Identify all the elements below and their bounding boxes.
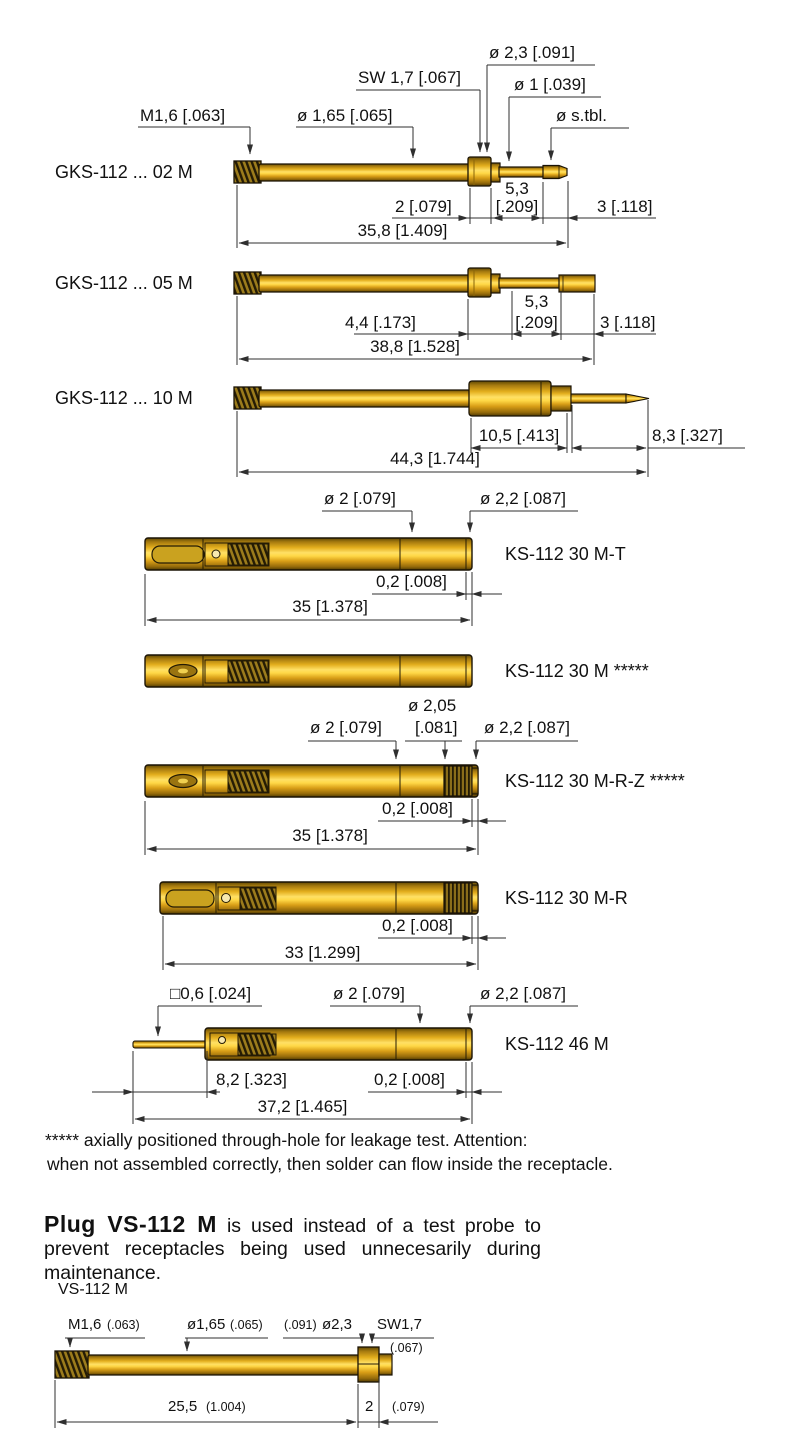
- dim-mid-mm: 5,3: [505, 179, 529, 198]
- probe-name: GKS-112 ... 10 M: [55, 388, 193, 408]
- callout-shaft-in: (.065): [230, 1318, 263, 1332]
- callout-end-dia: ø 2,2 [.087]: [480, 984, 566, 1003]
- receptacle-drawing-ks-112-30mrz: [144, 740, 578, 855]
- dim-barrel-length: 10,5 [.413]: [478, 426, 560, 445]
- dim-end-length: 0,2 [.008]: [374, 1070, 445, 1089]
- callout-hex-mm: SW1,7: [377, 1316, 423, 1333]
- dim-overall-in: (1.004): [206, 1400, 246, 1414]
- callout-pin-square: □0,6 [.024]: [170, 984, 252, 1003]
- callout-tube-dia: ø 2 [.079]: [324, 489, 396, 508]
- callout-tube-dia: ø 2 [.079]: [310, 718, 382, 737]
- callout-knurl-dia-mm: ø 2,05: [408, 696, 457, 715]
- dim-overall-mm: 25,5: [168, 1398, 198, 1415]
- receptacle-drawing-ks-112-30mr: [159, 881, 506, 970]
- dim-front-length: 4,4 [.173]: [345, 313, 416, 332]
- dim-hex-in: (.079): [392, 1400, 425, 1414]
- callout-end-dia: ø 2,2 [.087]: [484, 718, 570, 737]
- callout-plunger-dia: ø 1 [.039]: [514, 75, 586, 94]
- dim-overall-length: 33 [1.299]: [284, 943, 361, 962]
- dim-tip-length: 3 [.118]: [597, 197, 653, 216]
- probe-name: KS-112 30 M-R-Z *****: [505, 771, 685, 791]
- footnote-line-1: ***** axially positioned through-hole fo…: [45, 1130, 528, 1150]
- dim-tip-length: 3 [.118]: [600, 313, 656, 332]
- probe-drawing-gks-112-02m: [138, 64, 656, 248]
- dim-end-length: 0,2 [.008]: [382, 799, 453, 818]
- probe-drawing-gks-112-10m: [233, 380, 745, 477]
- probe-name: KS-112 30 M-R: [505, 888, 628, 908]
- probe-name: KS-112 30 M *****: [505, 661, 649, 681]
- dim-pin-length: 8,2 [.323]: [216, 1070, 287, 1089]
- callout-hex: SW 1,7 [.067]: [358, 68, 461, 87]
- receptacle-drawing-ks-112-46m: [92, 1005, 578, 1124]
- dim-overall-length: 35,8 [1.409]: [357, 221, 448, 240]
- callout-shaft-dia: ø 1,65 [.065]: [297, 106, 393, 125]
- dim-end-length: 0,2 [.008]: [376, 572, 447, 591]
- plug-label: VS-112 M: [58, 1281, 128, 1298]
- dim-overall-length: 38,8 [1.528]: [370, 337, 460, 356]
- dim-overall-length: 37,2 [1.465]: [257, 1097, 348, 1116]
- callout-tip-dia: ø s.tbl.: [556, 106, 608, 125]
- probe-name: KS-112 30 M-T: [505, 544, 626, 564]
- dim-hex-length: 2 [.079]: [395, 197, 452, 216]
- plug-note-title: Plug VS-112 M: [44, 1210, 217, 1237]
- dim-tip-length: 8,3 [.327]: [652, 426, 723, 445]
- probe-drawing-gks-112-05m: [233, 267, 656, 365]
- callout-hex-in: (.067): [390, 1341, 423, 1355]
- callout-thread: M1,6 [.063]: [140, 106, 226, 125]
- dim-end-length: 0,2 [.008]: [382, 916, 453, 935]
- dim-overall-length: 35 [1.378]: [292, 826, 368, 845]
- plug-note-paragraph: Plug VS-112 M is used instead of a test …: [44, 1210, 541, 1286]
- dim-mid-in: [.209]: [515, 313, 558, 332]
- receptacle-drawing-ks-112-30mt: [144, 510, 578, 626]
- callout-collar-in: (.091): [284, 1318, 317, 1332]
- plug-drawing-vs-112m: [54, 1333, 438, 1428]
- callout-collar-dia: ø 2,3 [.091]: [489, 43, 575, 62]
- callout-thread-mm: M1,6: [68, 1316, 102, 1333]
- dim-overall-length: 44,3 [1.744]: [390, 449, 480, 468]
- footnote-line-2: when not assembled correctly, then solde…: [47, 1154, 613, 1174]
- probe-name: KS-112 46 M: [505, 1034, 609, 1054]
- callout-knurl-dia-in: [.081]: [415, 718, 458, 737]
- dim-mid-mm: 5,3: [524, 292, 549, 311]
- dim-overall-length: 35 [1.378]: [292, 597, 368, 616]
- callout-thread-in: (.063): [107, 1318, 140, 1332]
- probe-name: GKS-112 ... 02 M: [55, 162, 193, 182]
- callout-shaft-mm: ø1,65: [187, 1316, 226, 1333]
- callout-collar-mm: ø2,3: [322, 1316, 353, 1333]
- callout-tube-dia: ø 2 [.079]: [333, 984, 405, 1003]
- plug-note-body: is used instead of a test probe to preve…: [44, 1214, 541, 1285]
- receptacle-drawing-ks-112-30m: [144, 654, 473, 688]
- dim-hex-mm: 2: [365, 1398, 374, 1415]
- callout-end-dia: ø 2,2 [.087]: [480, 489, 566, 508]
- dim-mid-in: [.209]: [495, 197, 539, 216]
- probe-name: GKS-112 ... 05 M: [55, 273, 193, 293]
